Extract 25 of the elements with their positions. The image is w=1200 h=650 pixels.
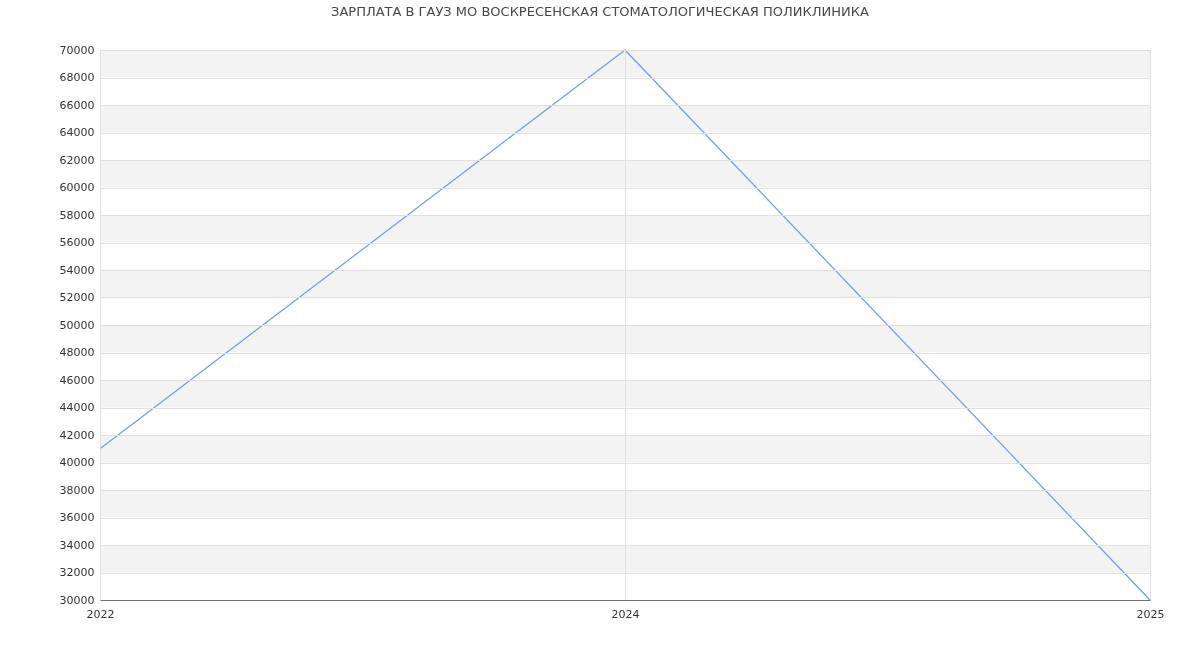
y-tick-label: 60000 bbox=[59, 181, 95, 194]
y-tick-label: 54000 bbox=[59, 263, 95, 277]
y-tick-label: 48000 bbox=[59, 346, 95, 359]
x-tick-label: 2025 bbox=[1136, 607, 1165, 621]
y-tick-label: 68000 bbox=[59, 71, 95, 84]
y-tick-label: 40000 bbox=[59, 456, 95, 469]
y-tick-label: 70000 bbox=[59, 43, 95, 57]
y-tick-label: 52000 bbox=[59, 291, 95, 304]
y-tick-label: 32000 bbox=[59, 566, 95, 579]
y-tick-label: 38000 bbox=[59, 483, 95, 497]
y-tick-label: 62000 bbox=[59, 153, 95, 167]
chart-title: ЗАРПЛАТА В ГАУЗ МО ВОСКРЕСЕНСКАЯ СТОМАТОЛОГИЧЕСКАЯ ПОЛИКЛИНИКА bbox=[331, 4, 870, 19]
y-tick-label: 50000 bbox=[59, 318, 95, 332]
y-tick-label: 30000 bbox=[59, 593, 95, 607]
y-tick-label: 58000 bbox=[59, 208, 95, 222]
x-tick-label: 2022 bbox=[86, 607, 115, 621]
y-tick-label: 56000 bbox=[59, 236, 95, 249]
y-tick-label: 34000 bbox=[59, 538, 95, 552]
y-tick-label: 66000 bbox=[59, 98, 95, 112]
y-tick-label: 42000 bbox=[59, 428, 95, 442]
y-tick-label: 64000 bbox=[59, 126, 95, 139]
y-tick-label: 44000 bbox=[59, 401, 95, 414]
y-tick-label: 36000 bbox=[59, 511, 95, 524]
y-tick-label: 46000 bbox=[59, 373, 95, 387]
x-tick-label: 2024 bbox=[611, 607, 640, 621]
